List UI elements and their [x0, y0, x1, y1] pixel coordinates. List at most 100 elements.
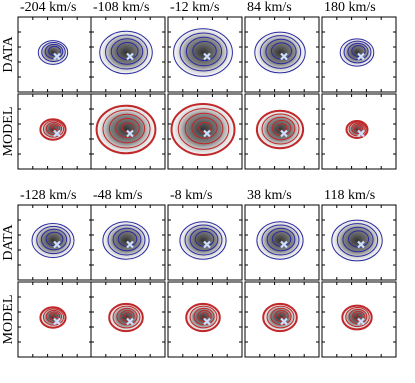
contour: [31, 223, 75, 258]
contour: [336, 223, 379, 257]
row-label: MODEL: [1, 295, 16, 345]
contour: [345, 306, 370, 328]
panel: [321, 281, 397, 358]
contour: [107, 224, 146, 256]
center-marker: [126, 129, 134, 138]
contour: [184, 112, 224, 145]
contour: [40, 228, 68, 251]
center-marker: [53, 129, 61, 138]
contour: [108, 113, 146, 144]
contour: [347, 42, 369, 61]
center-marker: [203, 129, 211, 138]
contour: [173, 28, 233, 77]
velocity-label: -108 km/s: [93, 0, 149, 15]
contour: [37, 40, 69, 65]
contour: [48, 45, 61, 57]
velocity-label: 118 km/s: [324, 188, 375, 203]
contour: [189, 227, 219, 252]
contour: [115, 117, 140, 139]
center-marker: [126, 317, 134, 326]
contour: [42, 308, 65, 326]
contour: [51, 312, 59, 319]
contour: [254, 31, 306, 74]
center-marker: [280, 240, 288, 249]
row-label: DATA: [1, 36, 16, 73]
contour: [274, 310, 289, 322]
contour: [39, 306, 67, 329]
contour: [261, 113, 300, 145]
center-marker: [280, 129, 288, 138]
contour: [108, 302, 144, 333]
center-marker: [126, 240, 134, 249]
contour: [39, 118, 67, 141]
contour: [266, 116, 296, 141]
center-marker: [357, 317, 365, 326]
contour: [191, 117, 218, 139]
contour: [352, 310, 365, 322]
velocity-label: 180 km/s: [324, 0, 376, 15]
contour: [343, 40, 372, 64]
contour: [259, 35, 302, 69]
contour: [189, 305, 218, 329]
contour: [112, 227, 142, 252]
contour: [179, 221, 227, 260]
velocity-label: 38 km/s: [247, 188, 292, 203]
center-marker: [126, 52, 134, 61]
center-marker: [357, 129, 365, 138]
contour: [256, 221, 304, 260]
contour: [45, 121, 63, 136]
velocity-label: -48 km/s: [93, 188, 142, 203]
velocity-label: -8 km/s: [170, 188, 212, 203]
contour: [184, 224, 223, 256]
center-marker: [357, 52, 365, 61]
contour: [355, 312, 363, 319]
contour: [331, 219, 383, 262]
contour: [170, 103, 236, 156]
center-marker: [203, 317, 211, 326]
contour: [185, 36, 223, 67]
contour: [185, 302, 221, 333]
contour: [177, 108, 230, 150]
contour: [261, 224, 300, 256]
contour: [120, 310, 135, 322]
contour: [102, 221, 150, 260]
row-label: DATA: [1, 224, 16, 261]
center-marker: [357, 240, 365, 249]
contour: [341, 304, 373, 331]
contour: [105, 34, 148, 70]
contour: [342, 226, 374, 253]
velocity-label: 84 km/s: [247, 0, 292, 15]
center-marker: [53, 52, 61, 61]
contour: [270, 307, 292, 326]
contour: [110, 38, 144, 65]
velocity-label: -128 km/s: [20, 188, 76, 203]
contour: [51, 124, 59, 131]
contour: [351, 45, 366, 57]
contour: [356, 125, 362, 130]
contour: [339, 38, 375, 67]
contour: [112, 305, 141, 329]
contour: [255, 109, 305, 150]
contour: [193, 307, 215, 326]
center-marker: [280, 317, 288, 326]
contour: [351, 122, 365, 135]
contour: [41, 41, 66, 63]
center-marker: [203, 52, 211, 61]
contour: [345, 120, 369, 139]
velocity-label: -204 km/s: [20, 0, 76, 15]
contour: [266, 305, 295, 329]
center-marker: [203, 240, 211, 249]
contour: [262, 302, 298, 333]
contour: [197, 310, 212, 322]
row-label: MODEL: [1, 107, 16, 157]
contour: [42, 120, 65, 138]
center-marker: [53, 317, 61, 326]
center-marker: [280, 52, 288, 61]
contour: [116, 307, 138, 326]
contour: [192, 40, 217, 62]
center-marker: [53, 240, 61, 249]
contour: [99, 30, 153, 75]
contour: [179, 32, 228, 72]
velocity-label: -12 km/s: [170, 0, 219, 15]
